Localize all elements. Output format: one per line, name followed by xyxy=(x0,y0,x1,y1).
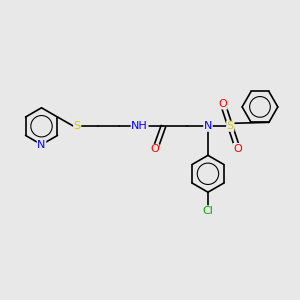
Text: N: N xyxy=(37,140,46,150)
Text: O: O xyxy=(233,143,242,154)
Text: O: O xyxy=(150,144,159,154)
Text: NH: NH xyxy=(131,121,148,131)
Text: Cl: Cl xyxy=(202,206,213,216)
Text: S: S xyxy=(74,121,81,131)
Text: S: S xyxy=(227,121,234,131)
Text: N: N xyxy=(204,121,212,131)
Text: O: O xyxy=(218,99,227,109)
